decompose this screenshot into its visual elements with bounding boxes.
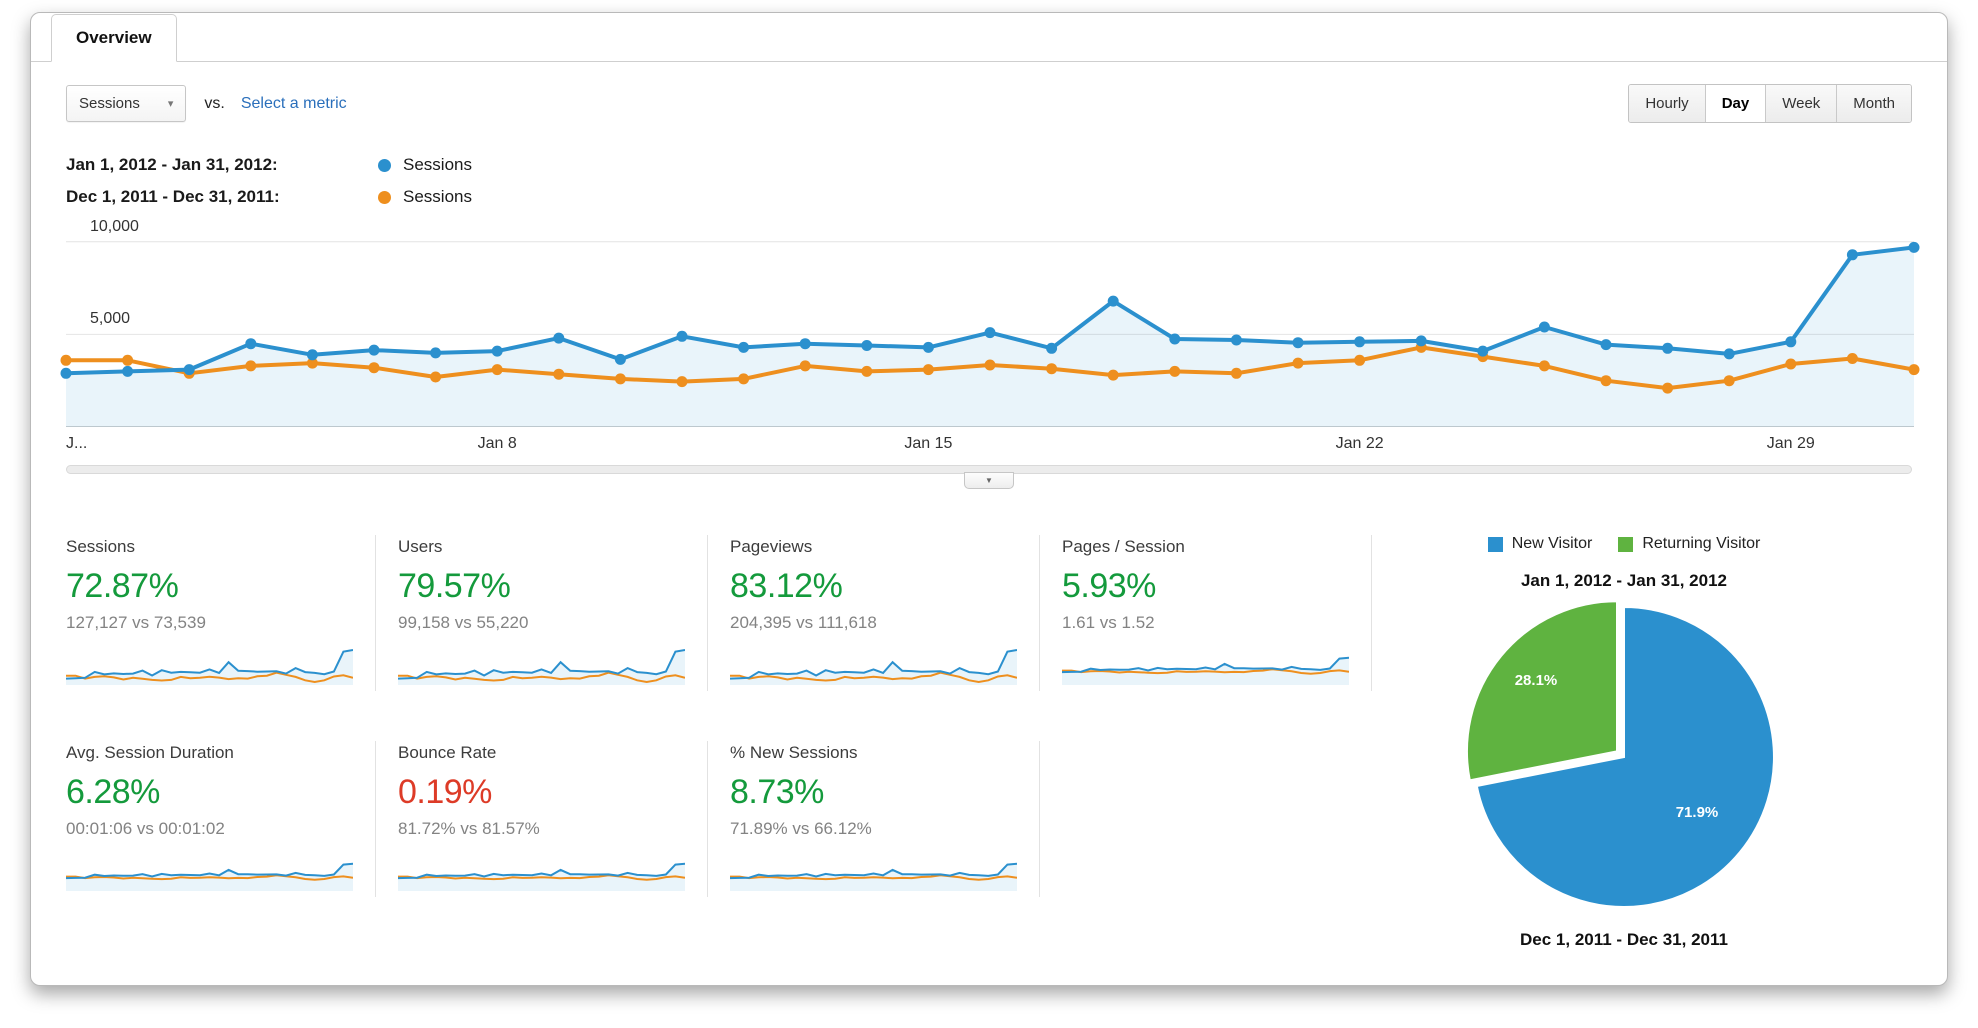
legend-row-current: Jan 1, 2012 - Jan 31, 2012: Sessions (66, 149, 1912, 181)
metric-card-percent-new-sessions[interactable]: % New Sessions 8.73% 71.89% vs 66.12% (708, 741, 1040, 897)
pie-legend-new-visitor: New Visitor (1487, 535, 1593, 553)
metric-title: Pages / Session (1062, 537, 1185, 556)
series-dot-icon (378, 190, 391, 204)
metric-change-pct: 6.28% (66, 773, 160, 811)
tab-overview[interactable]: Overview (51, 14, 177, 62)
granularity-button-day[interactable]: Day (1704, 85, 1766, 122)
x-axis-tick-label: Jan 8 (477, 435, 517, 452)
sparkline-chart (65, 645, 354, 685)
metric-values: 1.61 vs 1.52 (1062, 613, 1155, 632)
metric-change-pct: 83.12% (730, 567, 843, 605)
metric-cards-grid: Sessions 72.87% 127,127 vs 73,539 Users … (65, 535, 1372, 950)
tab-bar: Overview (31, 13, 1947, 62)
timeline-plot-area[interactable] (60, 227, 1920, 427)
metric-card-sessions[interactable]: Sessions 72.87% 127,127 vs 73,539 (65, 535, 376, 691)
returning-visitor-swatch-icon (1618, 536, 1634, 552)
vs-label: vs. (204, 94, 225, 112)
metric-card-pageviews[interactable]: Pageviews 83.12% 204,395 vs 111,618 (708, 535, 1040, 691)
metric-title: Bounce Rate (398, 743, 497, 762)
pie-legend-label: Returning Visitor (1642, 535, 1761, 552)
x-axis-tick-label: Jan 22 (1335, 435, 1384, 452)
new-visitor-swatch-icon (1487, 536, 1503, 552)
metric-title: Users (398, 537, 443, 556)
svg-text:71.9%: 71.9% (1676, 804, 1719, 821)
tab-overview-label: Overview (76, 28, 152, 47)
metric-card-users[interactable]: Users 79.57% 99,158 vs 55,220 (376, 535, 708, 691)
pie-title-current-range: Jan 1, 2012 - Jan 31, 2012 (1520, 571, 1728, 590)
timeline-chart[interactable]: 5,000 10,000 J... Jan 8 Jan 15 Jan 22 Jan 29 (60, 218, 1920, 463)
x-axis-tick-label: Jan 15 (904, 435, 953, 452)
pie-title-previous-range: Dec 1, 2011 - Dec 31, 2011 (1520, 930, 1728, 949)
x-axis-tick-label: J... (66, 435, 88, 452)
granularity-button-hourly[interactable]: Hourly (1629, 85, 1705, 122)
sparkline-chart (729, 645, 1018, 685)
metric-change-pct: 72.87% (66, 567, 179, 605)
scrollbar-handle[interactable]: ▼ (964, 472, 1014, 489)
metric-values: 204,395 vs 111,618 (730, 613, 877, 632)
metric-values: 00:01:06 vs 00:01:02 (66, 819, 225, 838)
granularity-button-week[interactable]: Week (1765, 85, 1837, 122)
metric-values: 99,158 vs 55,220 (398, 613, 529, 632)
metric-card-avg-session-duration[interactable]: Avg. Session Duration 6.28% 00:01:06 vs … (65, 741, 376, 897)
metric-change-pct: 79.57% (398, 567, 511, 605)
chart-toolbar: Sessions ▾ vs. Select a metric Hourly Da… (66, 84, 1912, 123)
sparkline-chart (397, 645, 686, 685)
legend-row-previous: Dec 1, 2011 - Dec 31, 2011: Sessions (66, 181, 1912, 213)
summary-section: Sessions 72.87% 127,127 vs 73,539 Users … (65, 535, 1912, 950)
chart-scrollbar: ▼ (66, 465, 1912, 497)
metric-values: 81.72% vs 81.57% (398, 819, 540, 838)
metric-card-bounce-rate[interactable]: Bounce Rate 0.19% 81.72% vs 81.57% (376, 741, 708, 897)
svg-text:28.1%: 28.1% (1515, 672, 1558, 689)
metric-select-label: Sessions (79, 95, 140, 112)
metric-title: % New Sessions (730, 743, 858, 762)
metric-row: Avg. Session Duration 6.28% 00:01:06 vs … (65, 741, 1336, 897)
select-metric-link[interactable]: Select a metric (240, 94, 347, 112)
legend-date-range: Dec 1, 2011 - Dec 31, 2011: (66, 187, 280, 206)
metric-values: 71.89% vs 66.12% (730, 819, 872, 838)
metric-title: Pageviews (730, 537, 813, 556)
x-axis-tick-label: Jan 29 (1766, 435, 1815, 452)
metric-select-dropdown[interactable]: Sessions ▾ (66, 85, 187, 122)
metric-title: Avg. Session Duration (66, 743, 234, 762)
sparkline-chart (397, 851, 686, 891)
sparkline-chart (65, 851, 354, 891)
pie-legend-label: New Visitor (1511, 535, 1593, 552)
legend-series-label: Sessions (403, 187, 472, 206)
legend-series-label: Sessions (403, 155, 472, 174)
metric-change-pct: 8.73% (730, 773, 824, 811)
visitor-pie-chart[interactable]: 71.9% 28.1% (1454, 595, 1794, 924)
metric-row: Sessions 72.87% 127,127 vs 73,539 Users … (65, 535, 1372, 691)
granularity-button-month[interactable]: Month (1836, 85, 1911, 122)
sparkline-chart (729, 851, 1018, 891)
pie-legend-returning-visitor: Returning Visitor (1618, 535, 1760, 553)
metric-change-pct: 5.93% (1062, 567, 1156, 605)
y-axis-tick-label: 10,000 (90, 217, 139, 235)
metric-card-pages-per-session[interactable]: Pages / Session 5.93% 1.61 vs 1.52 (1040, 535, 1372, 691)
metric-change-pct: 0.19% (398, 773, 492, 811)
metric-values: 127,127 vs 73,539 (66, 613, 206, 632)
pie-legend: New Visitor Returning Visitor (1487, 535, 1760, 553)
granularity-button-group: Hourly Day Week Month (1628, 84, 1912, 123)
sparkline-chart (1061, 645, 1350, 685)
chart-legend: Jan 1, 2012 - Jan 31, 2012: Sessions Dec… (66, 149, 1912, 213)
visitor-breakdown-panel: New Visitor Returning Visitor Jan 1, 201… (1336, 535, 1912, 950)
legend-date-range: Jan 1, 2012 - Jan 31, 2012: (66, 155, 278, 174)
chevron-down-icon: ▼ (985, 476, 993, 485)
chevron-down-icon: ▾ (167, 98, 174, 110)
y-axis-tick-label: 5,000 (90, 310, 131, 328)
series-dot-icon (378, 158, 391, 172)
analytics-overview-panel: Overview Sessions ▾ vs. Select a metric … (30, 12, 1948, 986)
metric-title: Sessions (66, 537, 135, 556)
